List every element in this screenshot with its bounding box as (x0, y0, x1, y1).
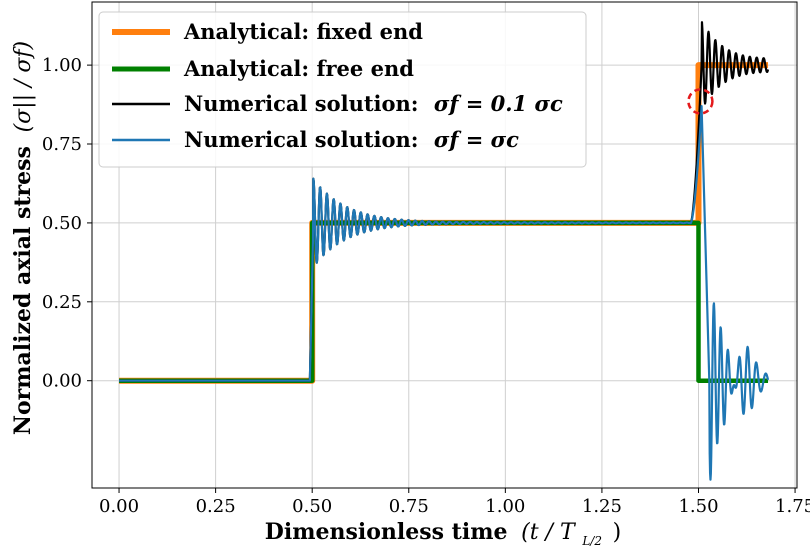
ticks: 0.00 0.25 0.50 0.75 1.00 1.25 1.50 1.75 0.00 0.25… (42, 55, 810, 517)
x-axis-label-math: (t / T (521, 520, 577, 545)
x-axis-label-main: Dimensionless time (265, 519, 508, 545)
legend-label-numerical-01: Numerical solution: σf = 0.1 σc (184, 91, 563, 116)
legend: Analytical: fixed end Analytical: free e… (98, 11, 587, 168)
x-axis-label-sub: L/2 (581, 534, 602, 548)
x-axis-label-close: ) (613, 520, 622, 545)
series-layer (118, 21, 770, 481)
y-axis-label-math: (σ|| / σf) (11, 41, 36, 133)
x-tick-label: 1.00 (485, 496, 525, 517)
legend-label-fixed-end: Analytical: fixed end (183, 19, 423, 44)
y-axis-label: Normalized axial stress (σ|| / σf) (10, 41, 36, 435)
annotation-layer (687, 88, 714, 115)
legend-label-numerical-01-math: σf = 0.1 σc (434, 91, 563, 116)
x-tick-label: 0.25 (196, 496, 236, 517)
x-tick-label: 0.00 (99, 496, 139, 517)
y-axis-label-main: Normalized axial stress (10, 146, 36, 435)
y-tick-label: 0.50 (42, 213, 82, 234)
y-tick-label: 0.00 (42, 371, 82, 392)
x-tick-label: 0.75 (389, 496, 429, 517)
highlight-circle (687, 88, 714, 115)
x-tick-label: 1.75 (775, 496, 810, 517)
legend-label-numerical-01-prefix: Numerical solution: (184, 91, 419, 116)
x-tick-label: 1.25 (582, 496, 622, 517)
legend-label-numerical-c-prefix: Numerical solution: (184, 127, 419, 152)
legend-box (98, 11, 587, 168)
plot-frame (91, 1, 798, 489)
legend-label-numerical-c: Numerical solution: σf = σc (184, 127, 519, 152)
y-tick-label: 1.00 (42, 55, 82, 76)
legend-label-numerical-c-math: σf = σc (434, 127, 519, 152)
legend-label-free-end: Analytical: free end (183, 56, 414, 81)
x-tick-label: 0.50 (292, 496, 332, 517)
y-tick-label: 0.25 (42, 292, 82, 313)
series-numerical-c-line (118, 105, 770, 481)
y-tick-label: 0.75 (42, 134, 82, 155)
x-axis-label: Dimensionless time (t / T L/2 ) (265, 519, 621, 551)
x-tick-label: 1.50 (678, 496, 718, 517)
